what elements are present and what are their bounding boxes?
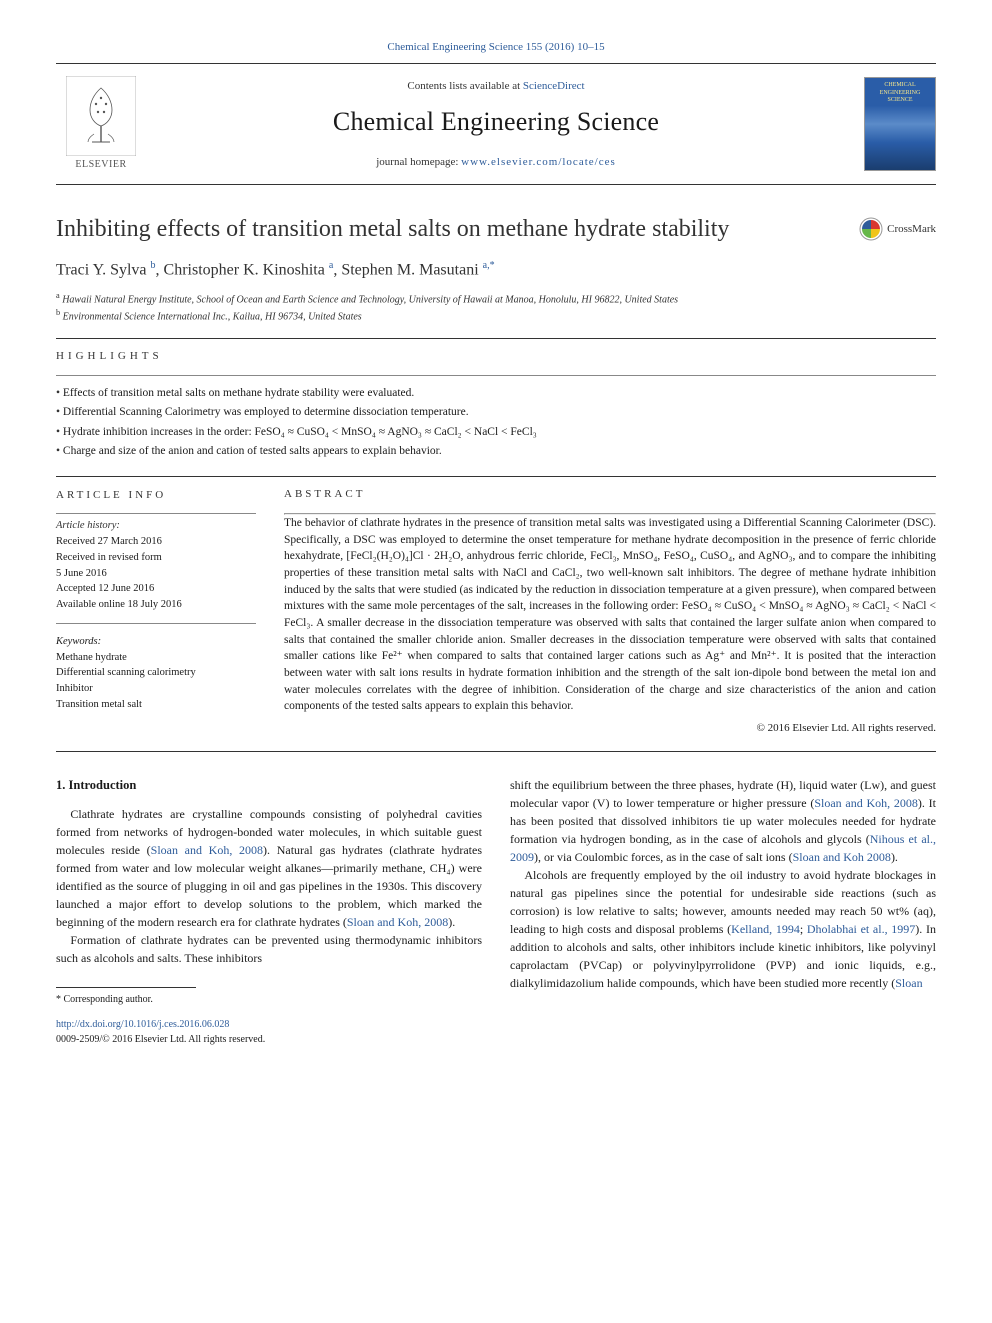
intro-p4: Alcohols are frequently employed by the … — [510, 866, 936, 992]
doi-link[interactable]: http://dx.doi.org/10.1016/j.ces.2016.06.… — [56, 1019, 229, 1030]
ref-link[interactable]: Sloan and Koh, 2008 — [347, 915, 448, 929]
keyword-item: Differential scanning calorimetry — [56, 665, 256, 681]
article-title: Inhibiting effects of transition metal s… — [56, 213, 859, 247]
authors: Traci Y. Sylva b, Christopher K. Kinoshi… — [56, 259, 936, 282]
ref-link[interactable]: Kelland, 1994 — [731, 922, 800, 936]
intro-p3: shift the equilibrium between the three … — [510, 776, 936, 866]
homepage-prefix: journal homepage: — [376, 156, 461, 168]
affiliations: a Hawaii Natural Energy Institute, Schoo… — [56, 290, 936, 325]
contents-prefix: Contents lists available at — [407, 80, 522, 92]
highlights-block: Effects of transition metal salts on met… — [56, 384, 936, 462]
highlight-item: Effects of transition metal salts on met… — [56, 384, 936, 404]
divider — [56, 751, 936, 752]
accepted-date: Accepted 12 June 2016 — [56, 581, 256, 597]
divider — [56, 476, 936, 477]
highlight-item: Hydrate inhibition increases in the orde… — [56, 423, 936, 443]
revised-date: 5 June 2016 — [56, 566, 256, 582]
abstract-column: ABSTRACT The behavior of clathrate hydra… — [284, 487, 936, 737]
divider — [56, 375, 936, 376]
cover-line1: CHEMICAL — [884, 82, 915, 89]
top-citation: Chemical Engineering Science 155 (2016) … — [56, 40, 936, 55]
article-info-label: ARTICLE INFO — [56, 487, 256, 504]
intro-p1: Clathrate hydrates are crystalline compo… — [56, 805, 482, 931]
received-date: Received 27 March 2016 — [56, 534, 256, 550]
issn-copyright: 0009-2509/© 2016 Elsevier Ltd. All right… — [56, 1032, 482, 1047]
article-info-column: ARTICLE INFO Article history: Received 2… — [56, 487, 256, 737]
online-date: Available online 18 July 2016 — [56, 597, 256, 613]
crossmark-badge[interactable]: CrossMark — [859, 217, 936, 241]
ref-link[interactable]: Dholabhai et al., 1997 — [807, 922, 915, 936]
highlights-label: HIGHLIGHTS — [56, 349, 936, 364]
keyword-item: Transition metal salt — [56, 697, 256, 713]
journal-cover-icon: CHEMICAL ENGINEERING SCIENCE — [864, 77, 936, 171]
footnote-rule — [56, 987, 196, 988]
keyword-item: Inhibitor — [56, 681, 256, 697]
highlight-item: Differential Scanning Calorimetry was em… — [56, 403, 936, 423]
cover-line3: SCIENCE — [887, 97, 912, 104]
publisher-name: ELSEVIER — [75, 158, 126, 172]
journal-name: Chemical Engineering Science — [146, 104, 846, 140]
ref-link[interactable]: Sloan — [895, 976, 922, 990]
abstract-label: ABSTRACT — [284, 487, 936, 503]
divider — [56, 623, 256, 624]
crossmark-label: CrossMark — [887, 222, 936, 237]
abstract-copyright: © 2016 Elsevier Ltd. All rights reserved… — [284, 721, 936, 737]
intro-p2: Formation of clathrate hydrates can be p… — [56, 931, 482, 967]
ref-link[interactable]: Sloan and Koh, 2008 — [814, 796, 918, 810]
homepage-line: journal homepage: www.elsevier.com/locat… — [146, 155, 846, 170]
ref-link[interactable]: Sloan and Koh, 2008 — [151, 843, 263, 857]
header-center: Contents lists available at ScienceDirec… — [146, 79, 846, 170]
divider — [56, 338, 936, 339]
divider — [56, 513, 256, 514]
journal-header: ELSEVIER Contents lists available at Sci… — [56, 63, 936, 185]
sciencedirect-link[interactable]: ScienceDirect — [523, 80, 585, 92]
affiliation-b: b Environmental Science International In… — [56, 307, 936, 324]
corresponding-author-note: * Corresponding author. — [56, 992, 482, 1007]
crossmark-icon — [859, 217, 883, 241]
header-right: CHEMICAL ENGINEERING SCIENCE — [846, 77, 936, 171]
footnote-block: * Corresponding author. http://dx.doi.or… — [56, 987, 482, 1047]
body-text: 1. Introduction Clathrate hydrates are c… — [56, 776, 936, 1047]
highlight-item: Charge and size of the anion and cation … — [56, 442, 936, 462]
publisher-block: ELSEVIER — [56, 76, 146, 172]
keywords-head: Keywords: — [56, 634, 256, 650]
contents-line: Contents lists available at ScienceDirec… — [146, 79, 846, 94]
elsevier-tree-icon — [66, 76, 136, 156]
keyword-item: Methane hydrate — [56, 650, 256, 666]
intro-heading: 1. Introduction — [56, 776, 482, 795]
ref-link[interactable]: Sloan and Koh 2008 — [793, 850, 891, 864]
cover-line2: ENGINEERING — [880, 90, 921, 97]
history-head: Article history: — [56, 518, 256, 534]
abstract-text: The behavior of clathrate hydrates in th… — [284, 515, 936, 715]
revised-label: Received in revised form — [56, 550, 256, 566]
homepage-link[interactable]: www.elsevier.com/locate/ces — [461, 156, 616, 168]
affiliation-a: a Hawaii Natural Energy Institute, Schoo… — [56, 290, 936, 307]
